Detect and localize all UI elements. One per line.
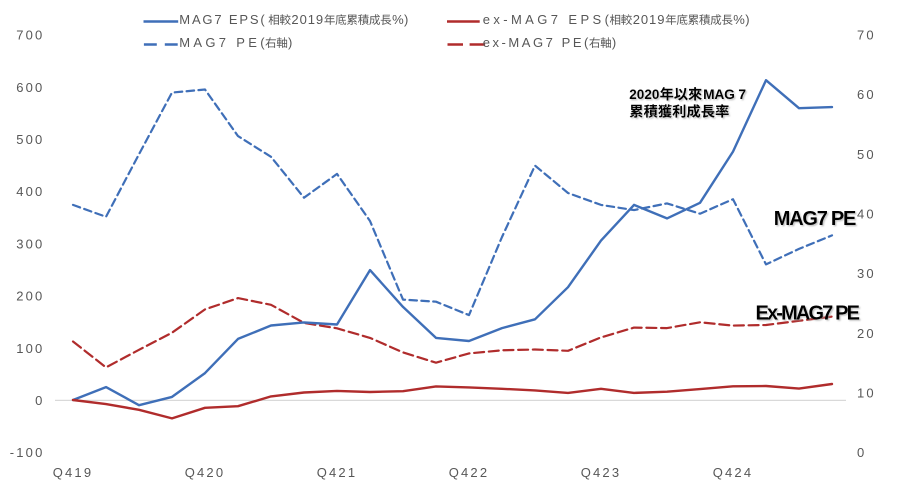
svg-text:Q420: Q420 [185,465,226,480]
svg-text:2019: 2019 [291,12,324,27]
svg-text:2019: 2019 [633,12,666,27]
svg-text:20: 20 [857,326,876,341]
svg-text:30: 30 [857,266,876,281]
svg-text:400: 400 [16,184,44,199]
svg-text:50: 50 [857,147,876,162]
svg-text:Q424: Q424 [713,465,754,480]
svg-text:10: 10 [857,386,876,401]
svg-text:MAG7 PE: MAG7 PE [774,208,856,230]
svg-text:500: 500 [16,132,44,147]
svg-text:): ) [288,35,292,50]
svg-text:%): %) [733,12,750,27]
svg-text:2020: 2020 [629,87,659,102]
svg-text:MAG7 PE(: MAG7 PE( [179,35,268,50]
svg-text:Q419: Q419 [53,465,94,480]
svg-text:%): %) [392,12,409,27]
svg-text:100: 100 [16,341,44,356]
svg-text:0: 0 [857,445,866,460]
svg-text:MAG7 EPS(: MAG7 EPS( [179,12,266,27]
svg-text:70: 70 [857,28,876,43]
svg-text:600: 600 [16,80,44,95]
svg-text:Q423: Q423 [581,465,622,480]
svg-text:300: 300 [16,236,44,251]
svg-text:60: 60 [857,87,876,102]
svg-text:Ex-MAG7 PE: Ex-MAG7 PE [756,303,860,325]
svg-text:MAG 7: MAG 7 [703,87,746,102]
svg-text:700: 700 [16,28,44,43]
svg-text:200: 200 [16,289,44,304]
svg-text:0: 0 [35,393,44,408]
svg-text:Q422: Q422 [449,465,490,480]
svg-text:-100: -100 [10,445,45,460]
svg-text:): ) [612,35,616,50]
svg-text:ex-MAG7 PE(: ex-MAG7 PE( [483,35,591,50]
svg-text:ex-MAG7 EPS(: ex-MAG7 EPS( [483,12,613,27]
svg-text:40: 40 [857,207,876,222]
svg-text:Q421: Q421 [317,465,358,480]
